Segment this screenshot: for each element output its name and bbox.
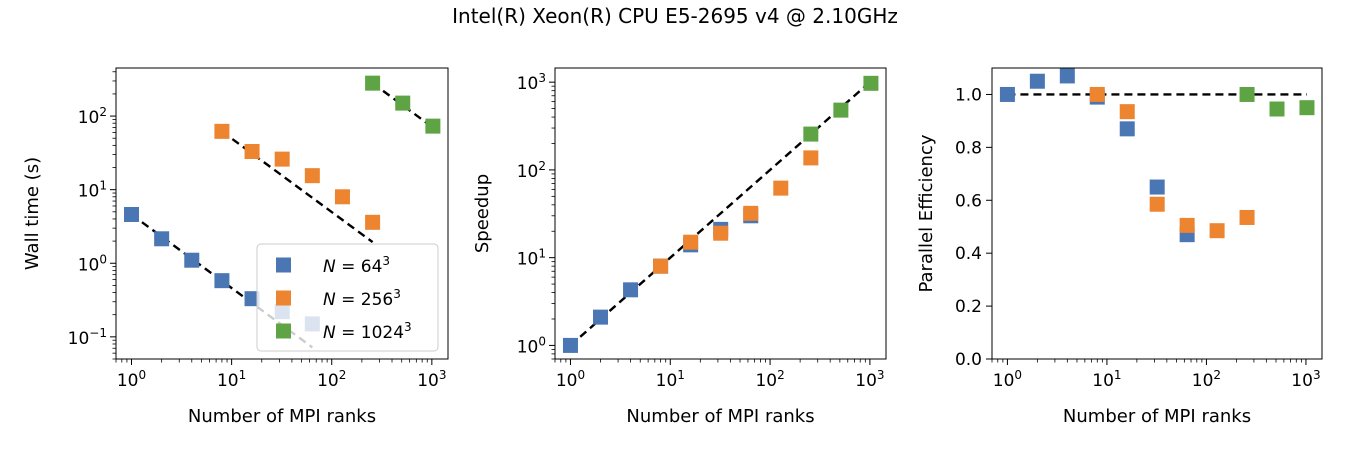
panel-3: 100 101 102 103 0.0 0.2 0.4 0.6 0.8 1.0 Number of …	[916, 67, 1323, 427]
x-tick-label: 103	[855, 368, 884, 391]
x-tick-label: 103	[1291, 368, 1320, 391]
y-tick-label: 10−1	[68, 326, 107, 349]
y-tick-label: 100	[78, 252, 107, 275]
legend-label-n1024: N = 10243	[323, 320, 412, 343]
panel-2: 100 101 102 103 100 101 102 103 Number of MPI ra…	[472, 67, 887, 427]
data-point-n256	[274, 151, 290, 167]
x-tick-label: 101	[656, 368, 685, 391]
data-point-n1024	[425, 118, 441, 134]
data-point-n256	[214, 123, 230, 139]
data-point-n64	[999, 86, 1015, 102]
y-tick-label: 0.2	[955, 297, 982, 317]
data-point-n64	[244, 291, 260, 307]
axes-frame	[554, 67, 887, 360]
x-axis-label: Number of MPI ranks	[626, 406, 814, 427]
data-point-n256	[365, 214, 381, 230]
y-tick-label: 0.6	[955, 191, 982, 211]
y-tick-label: 0.4	[955, 244, 982, 264]
data-point-n1024	[395, 95, 411, 111]
data-point-n256	[244, 144, 260, 160]
x-tick-label: 100	[556, 368, 585, 391]
axes-frame	[115, 67, 449, 360]
x-tick-label: 100	[993, 368, 1022, 391]
x-axis-label: Number of MPI ranks	[188, 406, 376, 427]
plot-area	[569, 80, 872, 347]
data-point-n64	[1059, 68, 1075, 84]
data-point-n256	[304, 168, 320, 184]
y-tick-label: 101	[517, 247, 546, 270]
figure-title: Intel(R) Xeon(R) CPU E5-2695 v4 @ 2.10GH…	[452, 4, 898, 28]
x-tick-label: 101	[217, 368, 246, 391]
y-axis-label: Parallel Efficiency	[916, 134, 937, 292]
data-point-n256	[334, 189, 350, 205]
axes-frame	[991, 67, 1323, 360]
legend-marker-n256	[276, 290, 291, 306]
y-tick-label: 102	[78, 105, 107, 128]
data-point-n256	[773, 180, 789, 196]
data-point-n64	[124, 206, 140, 222]
y-tick-label: 100	[517, 334, 546, 357]
x-tick-label: 102	[1192, 368, 1221, 391]
y-tick-label: 102	[517, 159, 546, 182]
data-point-n256	[713, 225, 729, 241]
data-point-n64	[214, 273, 230, 289]
data-point-n256	[1179, 217, 1195, 233]
data-point-n64	[623, 282, 639, 298]
y-tick-label: 0.8	[955, 138, 982, 158]
data-point-n64	[154, 231, 170, 247]
ideal-scaling-line	[569, 80, 872, 347]
y-tick-label: 101	[78, 179, 107, 202]
data-point-n64	[593, 309, 609, 325]
data-point-n1024	[1299, 100, 1315, 116]
data-point-n256	[1089, 86, 1105, 102]
x-tick-label: 100	[117, 368, 146, 391]
data-point-n1024	[1239, 86, 1255, 102]
y-tick-label: 0.0	[955, 350, 982, 370]
y-axis-label: Speedup	[472, 174, 493, 253]
data-point-n1024	[365, 75, 381, 91]
data-point-n1024	[863, 75, 879, 91]
data-point-n256	[653, 258, 669, 274]
x-tick-label: 103	[417, 368, 446, 391]
legend-label-n256: N = 2563	[323, 287, 401, 310]
data-point-n1024	[803, 126, 819, 142]
data-point-n256	[743, 205, 759, 221]
x-tick-label: 102	[317, 368, 346, 391]
data-point-n64	[1119, 121, 1135, 137]
data-point-n256	[1119, 104, 1135, 120]
data-point-n256	[1149, 196, 1165, 212]
legend-marker-n1024	[276, 323, 291, 339]
legend-label-n64: N = 643	[323, 254, 390, 277]
data-point-n1024	[833, 102, 849, 118]
y-axis-label: Wall time (s)	[22, 157, 43, 270]
legend: N = 643 N = 2563 N = 10243	[256, 243, 439, 352]
data-point-n64	[562, 337, 578, 353]
y-tick-label: 1.0	[955, 85, 982, 105]
y-tick-label: 103	[517, 71, 546, 94]
data-point-n64	[1029, 73, 1045, 89]
data-point-n256	[803, 150, 819, 166]
data-point-n64	[1149, 179, 1165, 195]
x-axis-label: Number of MPI ranks	[1063, 406, 1251, 427]
legend-marker-n64	[276, 257, 291, 273]
data-point-n256	[683, 234, 699, 250]
data-point-n256	[1239, 209, 1255, 225]
data-point-n1024	[1269, 101, 1285, 117]
x-tick-label: 101	[1092, 368, 1121, 391]
data-point-n256	[1209, 223, 1225, 239]
panel-1: 100 101 102 103 10−1 100 101 102 Number of MPI r…	[22, 67, 449, 427]
ideal-scaling-line	[221, 130, 374, 244]
x-tick-label: 102	[755, 368, 784, 391]
data-point-n64	[184, 252, 200, 268]
legend-box	[256, 243, 439, 352]
